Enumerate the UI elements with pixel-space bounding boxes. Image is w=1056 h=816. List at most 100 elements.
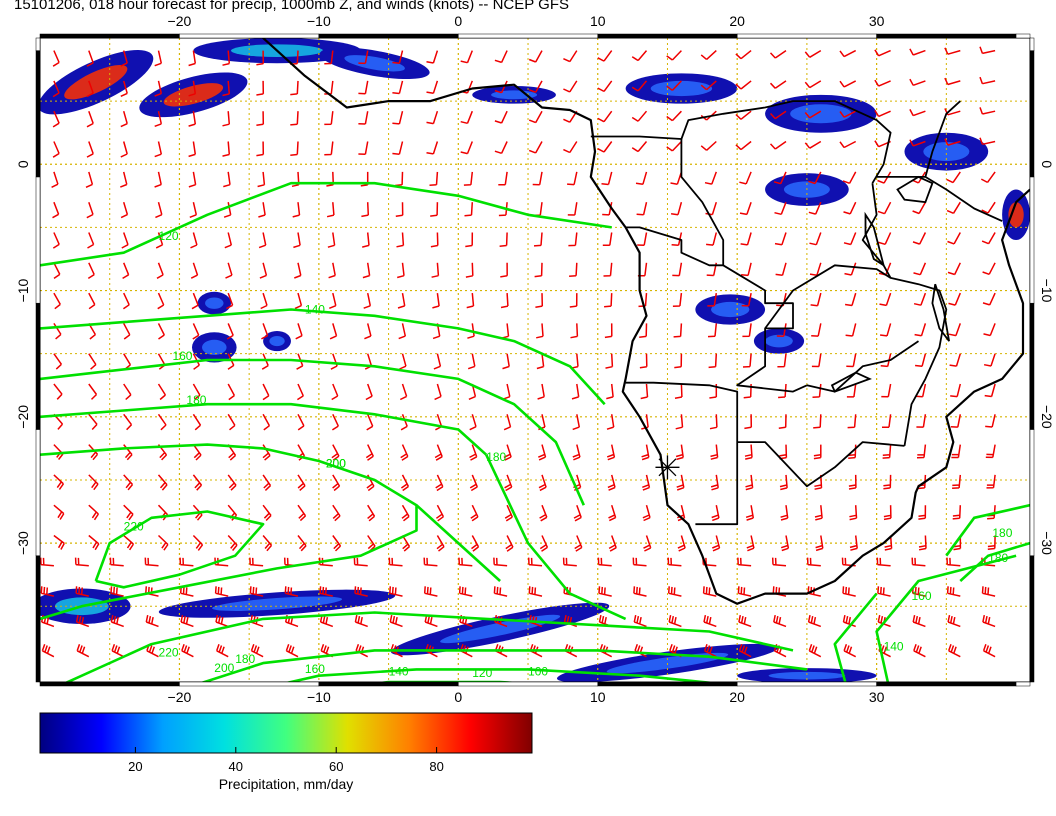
wind-barb (392, 50, 404, 64)
wind-barb (711, 505, 720, 522)
wind-barb (154, 171, 162, 188)
wind-barb (460, 141, 473, 155)
wind-barb (86, 80, 94, 98)
precip-area (40, 49, 154, 115)
wind-barb (123, 413, 133, 431)
wind-barb (192, 474, 203, 491)
wind-barb (876, 557, 891, 567)
wind-barb (813, 414, 822, 429)
wind-barb (703, 614, 717, 628)
wind-barb (597, 50, 613, 62)
wind-barb (53, 292, 61, 310)
wind-barb (982, 262, 996, 276)
precip-area (158, 589, 396, 618)
lon-tick-label-top: 20 (729, 13, 745, 29)
wind-barb (811, 353, 822, 368)
axis-scale-bar (1015, 33, 1031, 39)
wind-barb (261, 323, 269, 340)
wind-barb (769, 49, 787, 59)
wind-barb (249, 586, 264, 597)
wind-barb (86, 110, 94, 128)
wind-barb (188, 80, 197, 97)
lon-tick-label-top: −20 (168, 13, 192, 29)
wind-barb (120, 171, 128, 188)
wind-barb (262, 474, 272, 491)
wind-barb (399, 383, 408, 401)
wind-barb (839, 49, 857, 58)
wind-barb (145, 586, 159, 597)
wind-barb (290, 111, 299, 126)
wind-barb (529, 643, 543, 658)
wind-barb (328, 262, 336, 279)
contour-label: 120 (159, 229, 179, 243)
wind-barb (319, 614, 334, 628)
wind-barb (633, 614, 647, 628)
axis-scale-bar (597, 33, 738, 39)
wind-barb (673, 323, 683, 338)
wind-barb (674, 383, 683, 399)
wind-barb (389, 614, 403, 628)
contour-label: 200 (326, 456, 346, 470)
wind-barb (667, 586, 682, 597)
wind-barb (332, 474, 341, 492)
wind-barb (741, 262, 752, 277)
wind-barb (913, 292, 927, 306)
lat-tick-label-left: −10 (15, 278, 31, 302)
colorbar-tick-label: 60 (328, 759, 344, 774)
country-border (737, 441, 905, 488)
wind-barb (631, 80, 648, 92)
wind-barb (668, 614, 682, 628)
colorbar-title: Precipitation, mm/day (218, 776, 354, 792)
wind-barb (777, 353, 787, 368)
wind-barb (631, 141, 648, 153)
wind-barb (109, 557, 124, 567)
wind-barb (502, 353, 510, 370)
wind-barb (358, 141, 369, 156)
wind-barb (985, 414, 996, 428)
wind-barb (470, 504, 479, 522)
wind-barb (952, 474, 962, 490)
wind-barb (597, 80, 613, 93)
wind-barb (946, 557, 961, 567)
wind-barb (700, 140, 717, 151)
wind-barb (844, 262, 857, 276)
contour-line (64, 611, 794, 682)
wind-barb (436, 535, 445, 552)
wind-barb (123, 504, 134, 521)
wind-barb (712, 535, 721, 552)
wind-barb (745, 505, 755, 521)
wind-barb (355, 643, 369, 658)
axis-scale-bar (736, 681, 877, 687)
wind-barb (398, 323, 407, 340)
wind-barb (675, 444, 684, 461)
wind-barb (258, 202, 266, 218)
location-marker-icon (655, 455, 680, 480)
page-title: 15101206, 018 hour forecast for precip, … (14, 0, 569, 13)
wind-barb (883, 474, 892, 490)
wind-barb (981, 586, 996, 597)
wind-barb (982, 614, 996, 628)
wind-barb (740, 232, 752, 246)
wind-barb (52, 50, 60, 67)
wind-barb (225, 262, 233, 279)
contour-label: 180 (235, 652, 255, 666)
wind-barb (950, 383, 962, 398)
wind-barb (192, 534, 204, 551)
colorbar (39, 712, 533, 754)
wind-barb (504, 474, 513, 492)
axis-scale-bar (876, 33, 1017, 39)
precip-area (197, 291, 232, 315)
coastline (261, 38, 1030, 605)
wind-barb (735, 80, 752, 90)
wind-barb (227, 383, 236, 401)
wind-barb (297, 474, 306, 491)
wind-barb (154, 111, 163, 128)
wind-barb (674, 353, 683, 369)
wind-barb (120, 141, 128, 158)
wind-barb (983, 353, 996, 367)
wind-barb (86, 201, 94, 219)
wind-barb (259, 262, 268, 279)
wind-barb (773, 614, 787, 628)
wind-barb (675, 414, 684, 430)
